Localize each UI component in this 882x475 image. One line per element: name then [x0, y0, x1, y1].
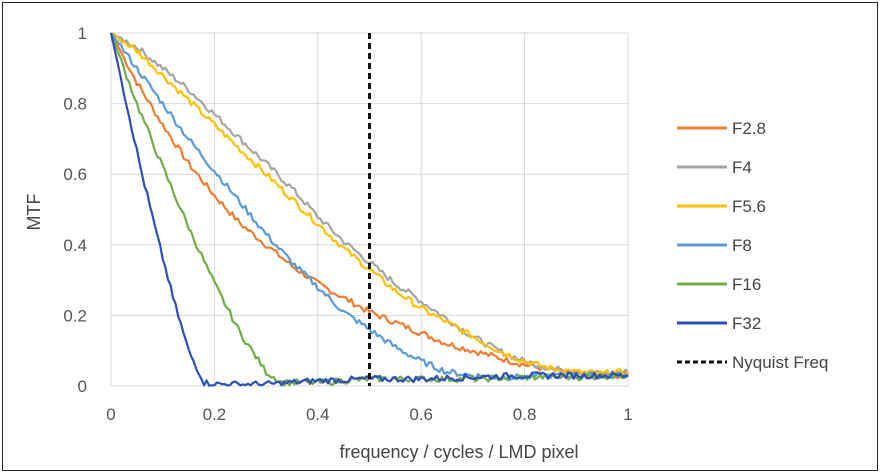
- x-tick-label: 0.4: [306, 405, 330, 424]
- x-tick-label: 0.6: [409, 405, 433, 424]
- series-line-f5-6: [110, 32, 629, 378]
- x-tick-label: 1: [623, 405, 632, 424]
- x-tick-label: 0: [106, 405, 115, 424]
- legend-label: F8: [732, 236, 752, 255]
- x-tick-label: 0.2: [203, 405, 227, 424]
- y-tick-labels: 0 0.2 0.4 0.6 0.8 1: [63, 24, 87, 396]
- legend: F2.8 F4 F5.6 F8 F16 F32 Nyquist Freq: [677, 119, 828, 372]
- legend-label: F2.8: [732, 119, 766, 138]
- legend-label: F16: [732, 275, 761, 294]
- y-tick-label: 0.8: [63, 95, 87, 114]
- y-tick-label: 0: [78, 377, 87, 396]
- y-tick-label: 0.4: [63, 236, 87, 255]
- y-axis-title: MTF: [24, 194, 44, 231]
- legend-label: F4: [732, 158, 752, 177]
- y-tick-label: 0.6: [63, 165, 87, 184]
- x-tick-labels: 0 0.2 0.4 0.6 0.8 1: [106, 405, 632, 424]
- legend-label: Nyquist Freq: [732, 353, 828, 372]
- legend-label: F5.6: [732, 197, 766, 216]
- y-tick-label: 1: [78, 24, 87, 43]
- x-axis-title: frequency / cycles / LMD pixel: [339, 442, 578, 462]
- legend-label: F32: [732, 314, 761, 333]
- x-tick-label: 0.8: [513, 405, 537, 424]
- y-tick-label: 0.2: [63, 306, 87, 325]
